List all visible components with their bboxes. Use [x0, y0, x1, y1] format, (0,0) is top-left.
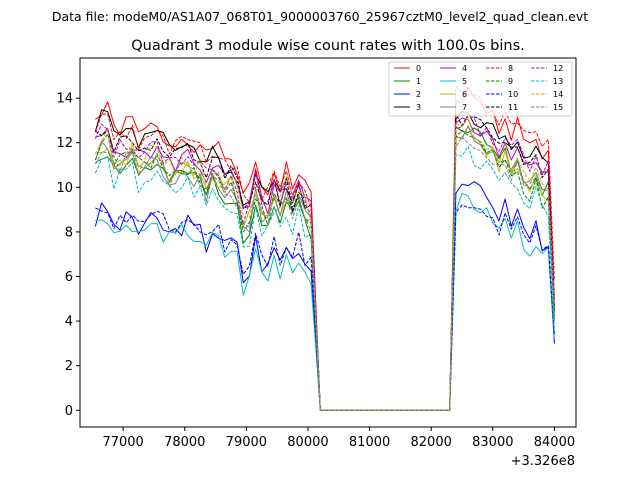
y-tick-label: 8 [65, 225, 73, 240]
y-tick-label: 2 [65, 359, 73, 374]
series-line-8 [94, 86, 555, 411]
legend-label-13: 13 [553, 77, 563, 86]
legend-label-14: 14 [553, 90, 563, 99]
series-line-3 [94, 109, 555, 411]
series-line-5 [95, 193, 555, 411]
y-tick-label: 14 [56, 92, 73, 107]
x-tick-label: 83000 [472, 435, 513, 450]
x-offset-label: +3.326e8 [511, 454, 575, 469]
y-tick-label: 4 [65, 315, 73, 330]
legend-label-4: 4 [462, 64, 467, 73]
x-tick-label: 82000 [411, 435, 452, 450]
legend-label-9: 9 [508, 77, 513, 86]
legend-label-10: 10 [508, 90, 518, 99]
y-axis: 0 2 4 6 8 10 12 14 [56, 92, 80, 419]
series-line-2 [94, 181, 555, 411]
figure-suptitle: Data file: modeM0/AS1A07_068T01_90000037… [52, 9, 588, 24]
x-tick-label: 79000 [226, 435, 267, 450]
x-tick-label: 80000 [287, 435, 328, 450]
series-line-10 [95, 204, 555, 411]
x-axis: 77000 78000 79000 80000 81000 82000 83000 84000 [102, 427, 575, 450]
series-line-13 [94, 145, 555, 411]
series-line-14 [94, 117, 555, 411]
legend-label-3: 3 [416, 103, 421, 112]
legend-label-6: 6 [462, 90, 467, 99]
legend-label-0: 0 [416, 64, 421, 73]
plot-lines [94, 86, 555, 411]
legend-label-12: 12 [553, 64, 563, 73]
x-tick-label: 77000 [102, 435, 143, 450]
series-line-11 [95, 113, 555, 411]
series-line-15 [94, 136, 555, 411]
legend-label-5: 5 [462, 77, 467, 86]
series-line-12 [94, 115, 555, 411]
x-tick-label: 78000 [164, 435, 205, 450]
x-tick-label: 84000 [534, 435, 575, 450]
legend-frame [388, 61, 573, 117]
legend-label-7: 7 [462, 103, 467, 112]
series-line-4 [95, 117, 555, 411]
legend-label-15: 15 [553, 103, 563, 112]
legend-label-2: 2 [416, 90, 421, 99]
series-line-0 [95, 86, 555, 411]
legend-label-11: 11 [508, 103, 518, 112]
y-tick-label: 6 [65, 270, 73, 285]
y-tick-label: 0 [65, 404, 73, 419]
y-tick-label: 10 [56, 181, 73, 196]
series-line-9 [94, 129, 555, 411]
chart-title: Quadrant 3 module wise count rates with … [131, 38, 525, 54]
legend-label-8: 8 [508, 64, 513, 73]
y-tick-label: 12 [56, 136, 73, 151]
legend-label-1: 1 [416, 77, 421, 86]
x-tick-label: 81000 [349, 435, 390, 450]
axes-frame [79, 57, 577, 428]
series-line-1 [95, 126, 555, 411]
